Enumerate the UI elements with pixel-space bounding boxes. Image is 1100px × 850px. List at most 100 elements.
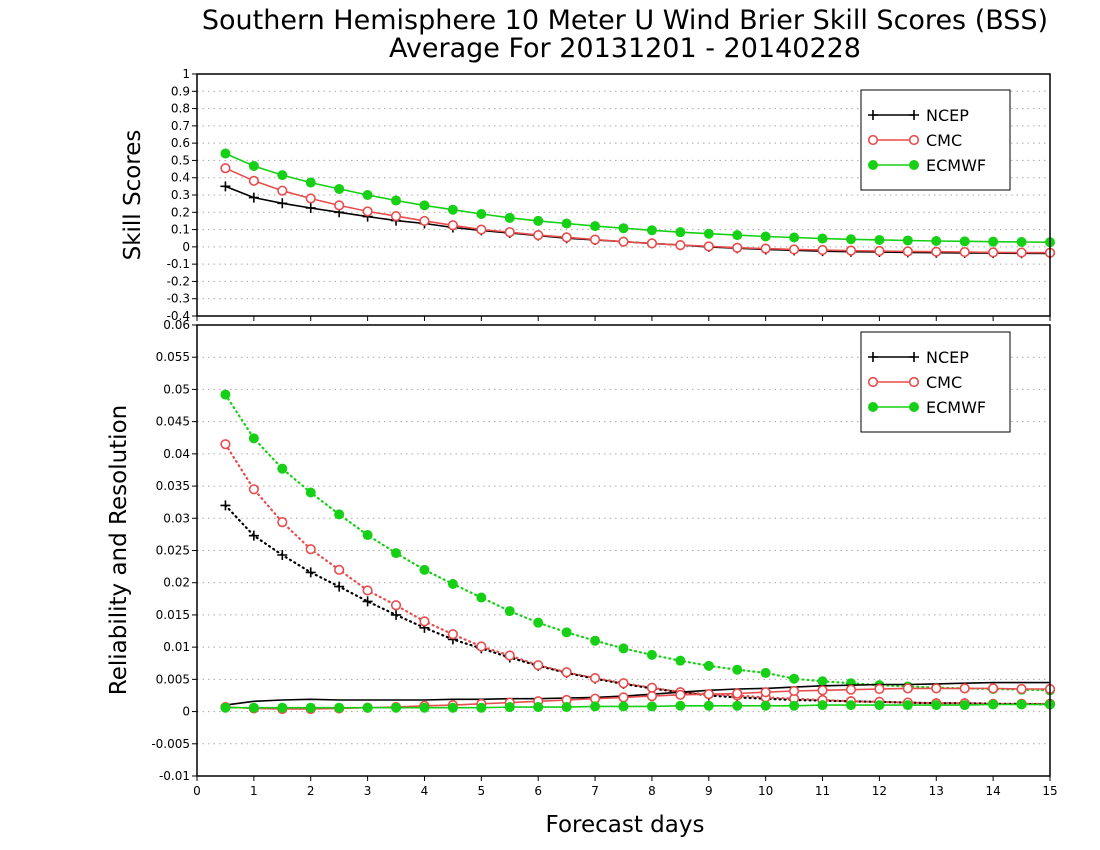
- x-tick-label: 4: [421, 784, 429, 798]
- legend-marker-ncep: [909, 110, 919, 120]
- ncep-point: [305, 202, 316, 213]
- legend: NCEP CMC ECMWF: [860, 331, 1011, 433]
- cmc-reliability-point: [788, 685, 800, 697]
- x-tick-label: 12: [872, 784, 887, 798]
- cmc-reliability-point: [760, 687, 771, 698]
- y-tick-label: 0.01: [163, 640, 190, 654]
- skill-score-panel: 1 0.9 0.8 0.7 0.6 0.5 0.4 0.3 0.2 0.1 0 -0.1 -0.2 -0.…: [120, 67, 1056, 323]
- x-tick-label: 8: [648, 784, 656, 798]
- cmc-point: [675, 240, 686, 251]
- y-axis-label: Reliability and Resolution: [106, 405, 132, 695]
- legend-marker-ecmwf: [909, 160, 919, 170]
- cmc-point: [248, 175, 259, 186]
- ecmwf-reliability-point: [845, 700, 856, 711]
- ncep-resolution-point: [248, 530, 259, 541]
- ecmwf-resolution-point: [646, 649, 657, 660]
- y-tick-label: 0.8: [171, 102, 190, 116]
- legend-marker-cmc: [867, 134, 879, 146]
- x-tick-label: 3: [364, 784, 372, 798]
- legend-label-ncep: NCEP: [926, 106, 969, 125]
- y-tick-label: -0.1: [167, 257, 190, 271]
- ecmwf-point: [789, 232, 800, 243]
- ecmwf-reliability-point: [533, 702, 544, 713]
- ncep-resolution-point: [305, 567, 316, 578]
- cmc-point: [220, 163, 231, 174]
- reliability-resolution-panel: 0.060.0550.050.0450.040.0350.030.0250.02…: [106, 318, 1058, 798]
- cmc-reliability-point: [931, 683, 942, 694]
- ecmwf-reliability-point: [248, 702, 259, 713]
- cmc-reliability-point: [817, 685, 828, 696]
- legend-marker-cmc: [908, 134, 920, 146]
- cmc-point: [959, 246, 970, 258]
- legend-marker-ncep: [909, 352, 919, 362]
- ecmwf-resolution-line: [224, 393, 1052, 692]
- ecmwf-reliability-line: [225, 703, 1050, 709]
- x-tick-label: 1: [250, 784, 258, 798]
- x-tick-label: 11: [815, 784, 830, 798]
- ecmwf-point: [220, 148, 231, 159]
- y-tick-label: 0.1: [171, 223, 190, 237]
- legend-label-ecmwf: ECMWF: [926, 398, 986, 417]
- ecmwf-resolution-point: [817, 676, 828, 687]
- ecmwf-point: [533, 215, 544, 226]
- ecmwf-point: [277, 170, 288, 181]
- ncep-resolution-line: [224, 504, 1052, 706]
- cmc-reliability-point: [732, 688, 743, 699]
- cmc-point: [305, 193, 316, 204]
- cmc-resolution-point: [561, 667, 572, 678]
- cmc-reliability-point: [703, 689, 714, 700]
- cmc-point: [476, 224, 487, 235]
- ecmwf-reliability-point: [874, 700, 885, 711]
- ecmwf-resolution-point: [789, 673, 800, 684]
- y-tick-label: 0.055: [156, 350, 190, 364]
- legend-marker-cmc: [908, 376, 920, 388]
- cmc-reliability-point: [646, 691, 658, 702]
- y-tick-label: -0.2: [167, 274, 190, 288]
- ecmwf-reliability-point: [561, 702, 572, 713]
- legend-marker-ncep: [868, 110, 878, 120]
- cmc-resolution-point: [504, 650, 515, 661]
- ecmwf-resolution-point: [590, 635, 601, 646]
- ecmwf-resolution-point: [248, 433, 259, 444]
- ncep-point: [248, 192, 259, 203]
- ecmwf-reliability-point: [305, 702, 316, 713]
- x-tick-label: 2: [307, 784, 315, 798]
- ncep-reliability-line: [225, 681, 1050, 706]
- cmc-point: [931, 246, 942, 257]
- y-tick-label: 0.025: [156, 544, 190, 558]
- y-tick-label: 0.5: [171, 153, 190, 167]
- ncep-resolution-point: [334, 581, 345, 592]
- cmc-resolution-line: [224, 443, 1052, 705]
- x-tick-label: 7: [591, 784, 599, 798]
- cmc-point: [845, 245, 857, 256]
- ecmwf-reliability-point: [590, 701, 601, 712]
- y-tick-label: -0.005: [151, 737, 190, 751]
- plot-frame: [196, 324, 1051, 777]
- cmc-point: [504, 227, 515, 238]
- ecmwf-point: [760, 231, 771, 242]
- ecmwf-point: [988, 236, 999, 247]
- ecmwf-reliability-point: [220, 702, 231, 713]
- y-tick-label: 0.045: [156, 415, 190, 429]
- ecmwf-point: [902, 235, 913, 246]
- cmc-reliability-point: [675, 689, 686, 700]
- y-tick-label: 0.03: [163, 511, 190, 525]
- ecmwf-reliability-point: [817, 700, 828, 711]
- ecmwf-point: [334, 183, 345, 194]
- ncep-resolution-point: [362, 596, 373, 607]
- y-tick-label: -0.3: [167, 292, 190, 306]
- y-tick-label: 0.4: [171, 171, 190, 185]
- ecmwf-reliability-point: [618, 701, 629, 712]
- y-tick-label: 0.04: [163, 447, 190, 461]
- ecmwf-point: [675, 227, 686, 238]
- ecmwf-resolution-point: [305, 487, 316, 498]
- cmc-reliability-point: [988, 683, 999, 694]
- y-tick-label: 0.6: [171, 136, 190, 150]
- y-tick-label: 1: [182, 67, 190, 81]
- y-tick-label: 0.015: [156, 608, 190, 622]
- cmc-point: [732, 242, 743, 253]
- cmc-resolution-point: [362, 585, 373, 596]
- ecmwf-point: [504, 212, 515, 223]
- y-tick-label: 0: [182, 705, 190, 719]
- ecmwf-reliability-point: [391, 702, 402, 713]
